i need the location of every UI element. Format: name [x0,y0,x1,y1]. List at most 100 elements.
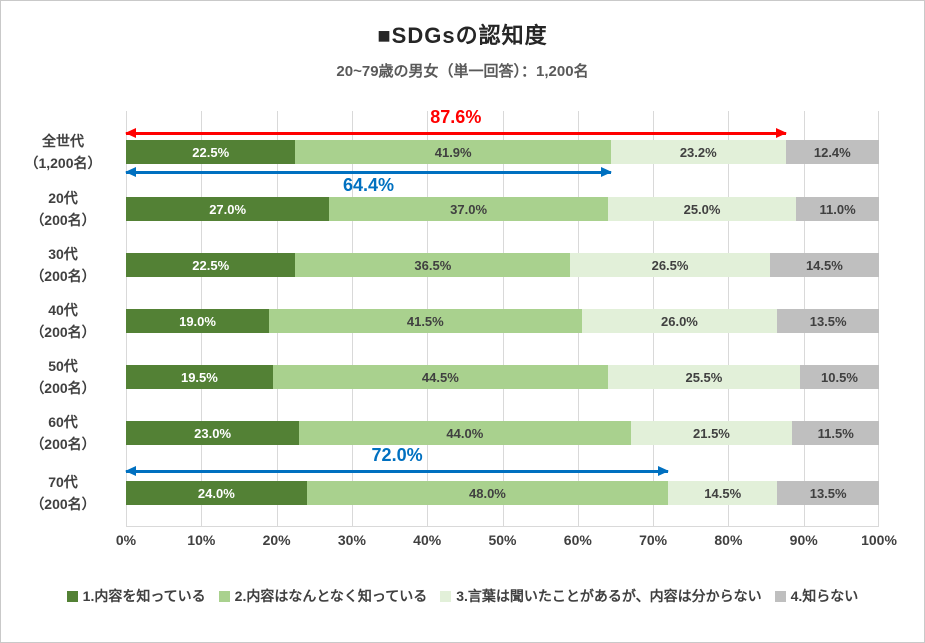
data-label: 25.0% [683,201,721,217]
legend-swatch [774,590,786,602]
legend-label: 1.内容を知っている [82,588,206,604]
data-label: 36.5% [414,257,452,273]
y-axis-label-line: （200名） [30,212,96,228]
bar-segment: 14.5% [769,253,879,277]
bar-segment: 19.5% [126,365,273,389]
legend: 1.内容を知っている 2.内容はなんとなく知っている 3.言葉は聞いたことがあるが、… [1,586,924,606]
y-axis-label-line: 50代 [48,358,78,374]
bar-row: 23.0% 44.0% 21.5% 11.5% [126,421,879,445]
data-label: 19.5% [180,369,218,385]
bar-segment: 26.0% [581,309,778,333]
annotation-label: 87.6% [430,107,482,127]
y-axis-label: 20代 （200名） [5,187,121,231]
x-tick-label: 20% [262,532,291,548]
y-axis-label: 70代 （200名） [5,471,121,515]
x-tick-label: 0% [115,532,137,548]
y-axis-label-line: （1,200名） [24,155,102,171]
y-axis-label-line: （200名） [30,268,96,284]
bar-segment: 19.0% [126,309,270,333]
legend-swatch [218,590,230,602]
data-label: 13.5% [809,313,847,329]
annotation-arrow [125,167,612,177]
chart-title: ■SDGsの認知度 [377,23,548,48]
legend-item: 3.言葉は聞いたことがあるが、内容は分からない [440,586,762,606]
data-label: 11.0% [819,201,856,217]
data-label: 19.0% [179,313,216,329]
bar-segment: 22.5% [126,140,296,164]
data-label: 41.5% [406,313,444,329]
bar-segment: 25.0% [607,197,797,221]
bar-segment: 48.0% [306,481,669,505]
y-axis-label-line: 30代 [48,246,78,262]
bar-segment: 36.5% [295,253,571,277]
bar-row: 19.0% 41.5% 26.0% 13.5% [126,309,879,333]
bar-segment: 26.5% [570,253,770,277]
plot-area: 22.5% 41.9% 23.2% 12.4% 27.0% 37.0% 25.0% 11.0%… [126,111,879,527]
data-label: 44.5% [421,369,459,385]
annotation-arrow [124,466,670,476]
bar-segment: 37.0% [329,197,608,221]
bar-row: 24.0% 48.0% 14.5% 13.5% [126,481,879,505]
data-label: 12.4% [813,144,851,160]
bar-segment: 22.5% [126,253,296,277]
data-label: 21.5% [693,425,730,441]
data-label: 48.0% [469,485,506,501]
x-tick-label: 60% [563,532,592,548]
annotation-label: 64.4% [342,175,394,195]
y-axis-label: 50代 （200名） [5,355,121,399]
data-label: 41.9% [434,144,472,160]
data-label: 14.5% [704,485,742,501]
x-tick-label: 100% [861,532,897,548]
data-label: 10.5% [821,369,858,385]
bar-row: 22.5% 36.5% 26.5% 14.5% [126,253,879,277]
x-tick-label: 50% [488,532,517,548]
x-tick-label: 30% [337,532,366,548]
bar-row: 22.5% 41.9% 23.2% 12.4% [126,140,879,164]
data-label: 37.0% [450,201,488,217]
bar-segment: 41.5% [269,309,582,333]
bar-row: 19.5% 44.5% 25.5% 10.5% [126,365,879,389]
data-label: 14.5% [805,257,843,273]
y-axis-label-line: 20代 [48,190,78,206]
y-axis-label-line: 40代 [48,302,78,318]
bar-segment: 44.5% [272,365,608,389]
x-tick-label: 70% [639,532,668,548]
chart-subtitle: 20~79歳の男女（単一回答）：1,200名 [336,63,589,80]
y-axis-label-line: （200名） [30,380,96,396]
bar-segment: 14.5% [668,481,778,505]
bar-segment: 23.0% [126,421,300,445]
x-tick-label: 40% [413,532,442,548]
y-axis-label: 60代 （200名） [5,411,121,455]
y-axis-label: 30代 （200名） [5,243,121,287]
bar-segment: 23.2% [610,140,786,164]
data-label: 23.0% [194,425,232,441]
legend-label: 3.言葉は聞いたことがあるが、内容は分からない [456,588,762,604]
bar-segment: 25.5% [607,365,800,389]
bar-segment: 13.5% [777,481,879,505]
legend-label: 2.内容はなんとなく知っている [234,588,428,604]
bar-segment: 24.0% [126,481,307,505]
y-axis-label-line: 60代 [48,414,78,430]
y-axis-label-line: 全世代 [42,133,84,149]
data-label: 25.5% [685,369,723,385]
data-label: 26.5% [651,257,689,273]
y-axis-label-line: （200名） [30,324,96,340]
annotation-label: 72.0% [371,445,423,465]
y-axis-label-line: （200名） [30,496,96,512]
bar-segment: 11.5% [792,421,879,445]
x-tick-label: 90% [789,532,818,548]
data-label: 11.5% [817,425,854,441]
bar-segment: 11.0% [796,197,879,221]
bar-segment: 13.5% [777,309,879,333]
data-label: 26.0% [661,313,698,329]
data-label: 22.5% [192,144,230,160]
x-tick-label: 80% [714,532,743,548]
bar-row: 27.0% 37.0% 25.0% 11.0% [126,197,879,221]
legend-item: 4.知らない [774,586,858,606]
data-label: 27.0% [209,201,247,217]
data-label: 23.2% [679,144,717,160]
data-label: 13.5% [809,485,847,501]
legend-swatch [66,590,78,602]
bar-segment: 41.9% [295,140,611,164]
y-axis-label: 全世代 （1,200名） [5,130,121,174]
